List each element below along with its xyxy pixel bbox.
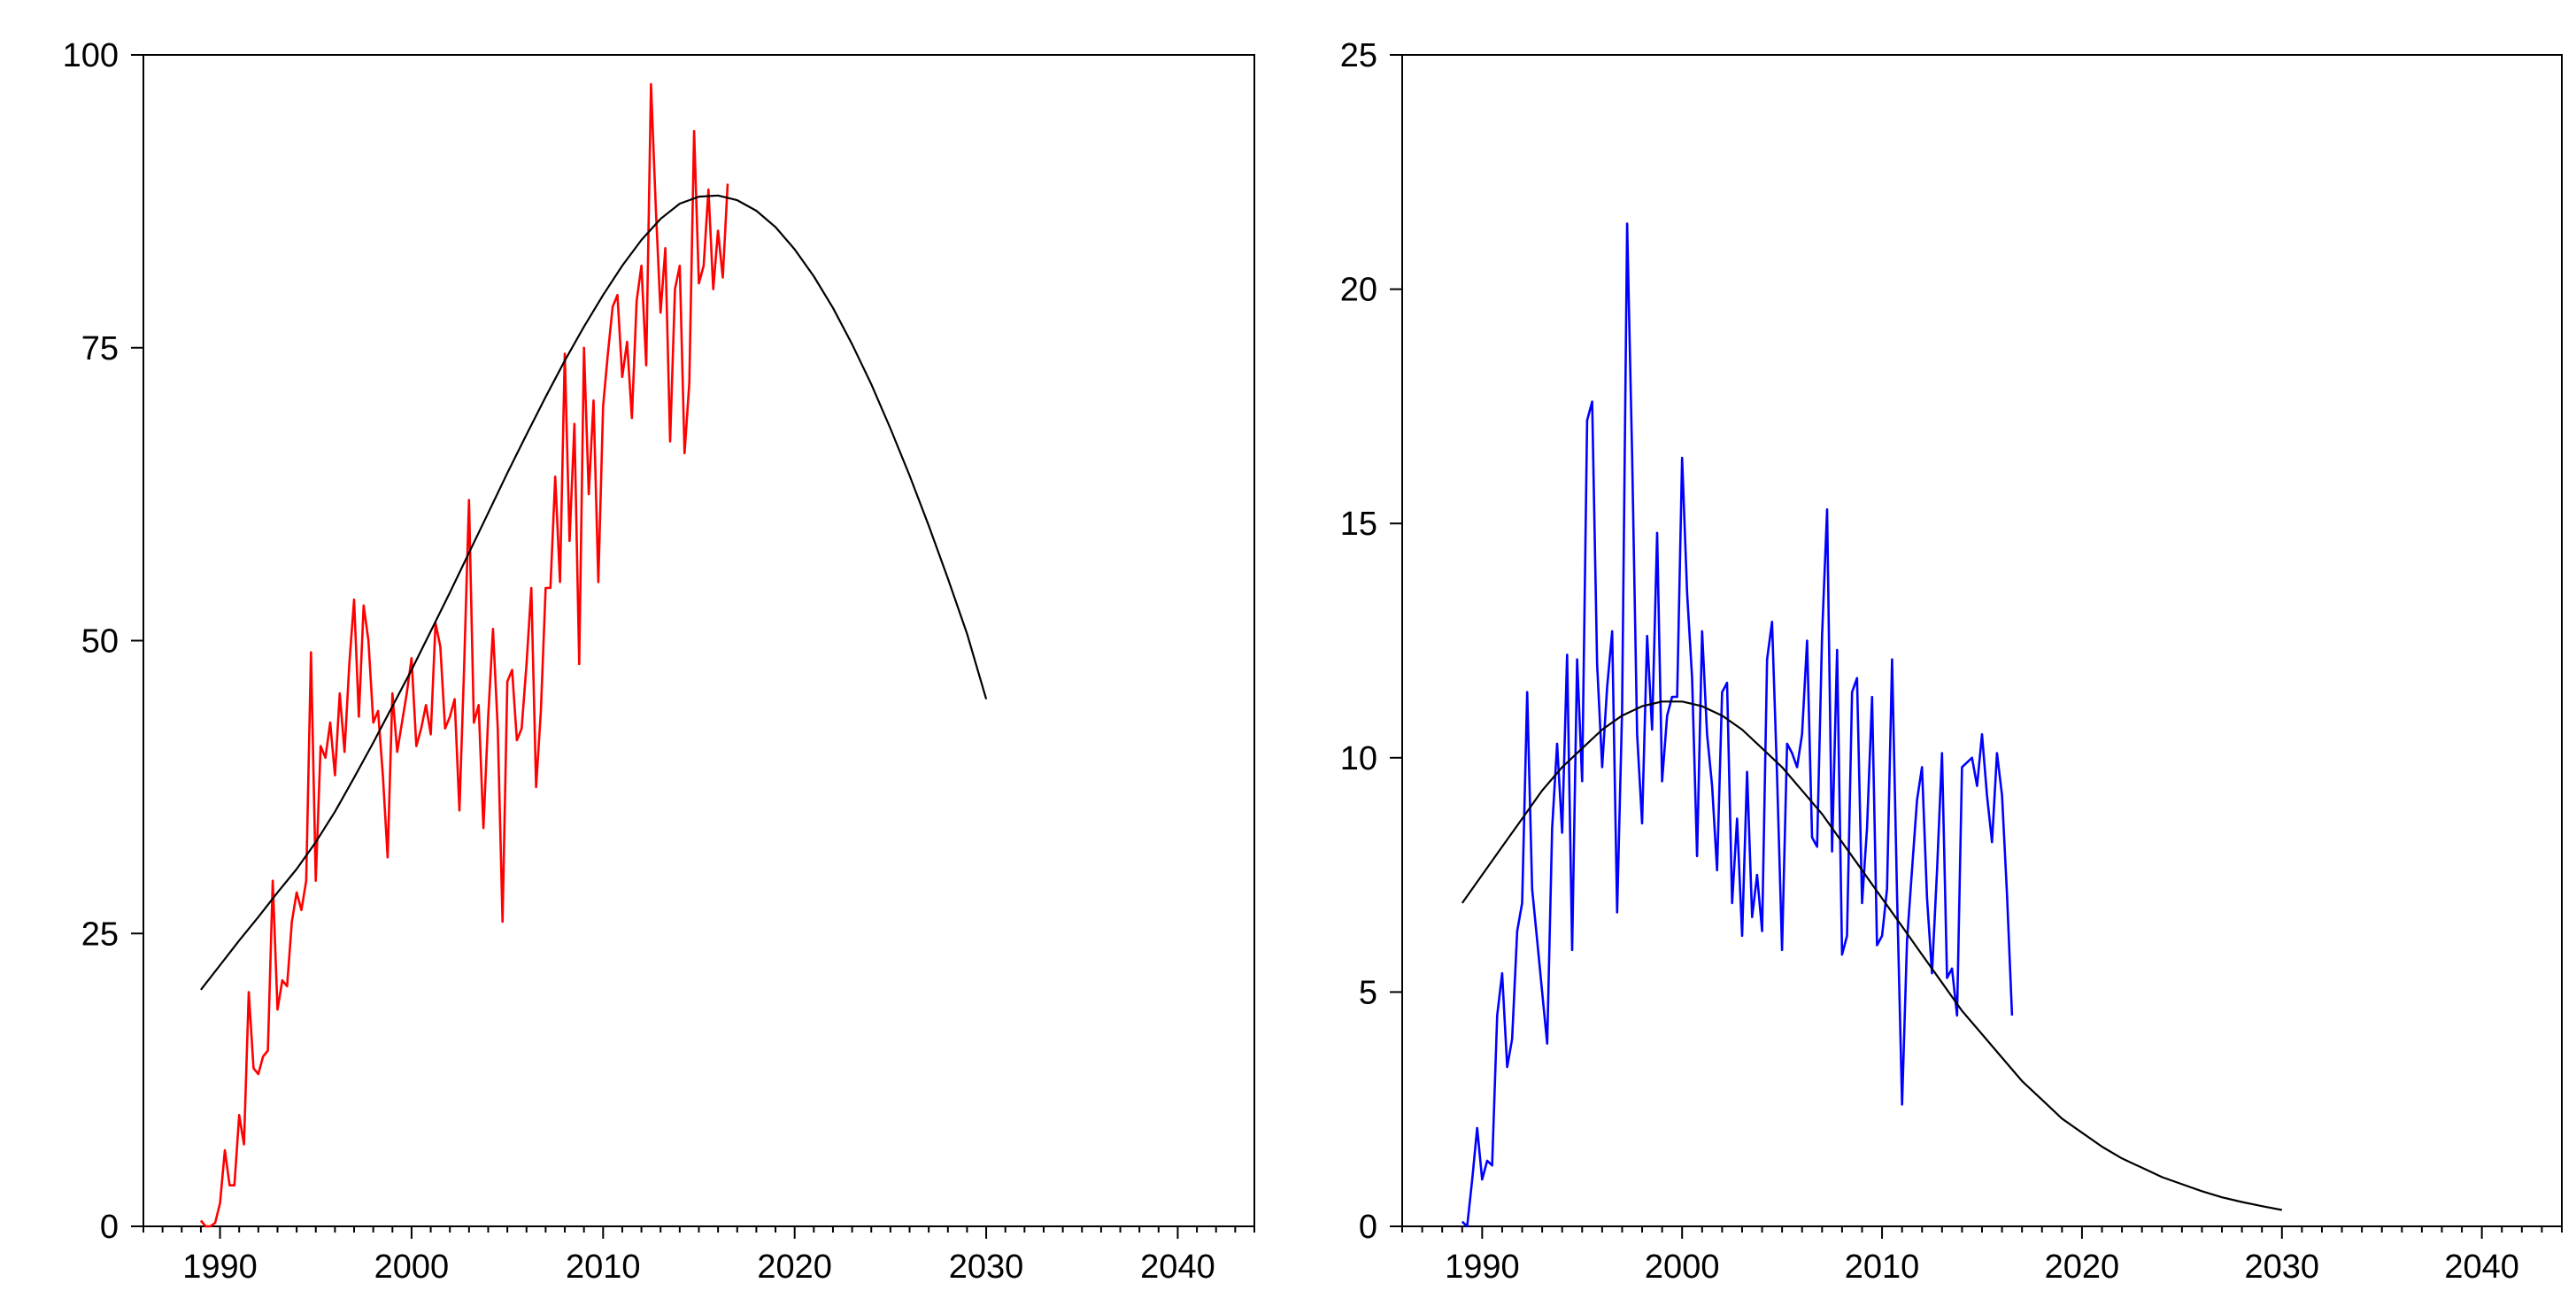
left-y-tick-label: 100 — [63, 37, 119, 74]
right-x-tick-label: 2030 — [2245, 1248, 2320, 1286]
left-y-tick-label: 25 — [81, 916, 119, 953]
left-y-tick-label: 0 — [100, 1209, 119, 1246]
right-x-tick-label: 1990 — [1445, 1248, 1520, 1286]
right-x-tick-label: 2040 — [2444, 1248, 2519, 1286]
left-plot-frame — [143, 54, 1255, 1227]
left-x-tick-label: 1990 — [182, 1248, 258, 1286]
left-x-tick-label: 2040 — [1140, 1248, 1215, 1286]
right-y-tick-label: 25 — [1340, 37, 1377, 74]
right-fitted-curve-line — [1461, 700, 2283, 1211]
right-y-tick-label: 15 — [1340, 506, 1377, 543]
right-x-tick-label: 2000 — [1645, 1248, 1720, 1286]
left-observed-series-line — [199, 82, 729, 1228]
right-observed-series-line — [1461, 222, 2014, 1228]
left-x-tick-label: 2010 — [566, 1248, 641, 1286]
right-chart: 0 5 10 15 20 25 1990 2000 2010 2020 2030 2040 — [1340, 37, 2563, 1286]
left-y-tick-label: 50 — [81, 623, 119, 661]
right-x-tick-label: 2010 — [1845, 1248, 1920, 1286]
left-chart: 0 25 50 75 100 1990 2000 2010 2020 2030 2040 — [63, 37, 1255, 1286]
right-y-tick-label: 5 — [1359, 974, 1377, 1011]
left-x-tick-label: 2030 — [949, 1248, 1024, 1286]
right-y-tick-label: 20 — [1340, 272, 1377, 309]
left-fitted-curve-line — [200, 194, 988, 991]
right-y-tick-label: 0 — [1359, 1209, 1377, 1246]
left-y-tick-label: 75 — [81, 330, 119, 367]
left-x-tick-label: 2000 — [374, 1248, 450, 1286]
right-plot-frame — [1401, 54, 2563, 1227]
left-x-tick-label: 2020 — [757, 1248, 832, 1286]
right-x-tick-label: 2020 — [2045, 1248, 2120, 1286]
right-y-tick-label: 10 — [1340, 740, 1377, 777]
